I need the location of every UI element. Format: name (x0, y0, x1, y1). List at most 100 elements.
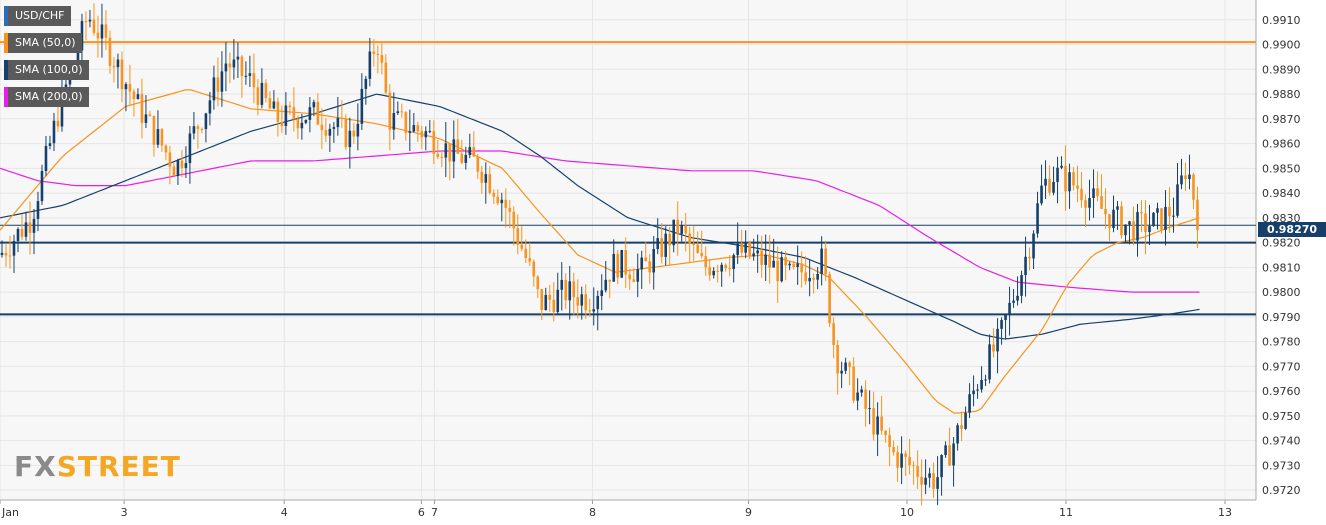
candle-body (232, 59, 236, 68)
candle-body (440, 156, 444, 158)
logo-fx: FX (14, 450, 57, 483)
candle-body (548, 294, 552, 300)
candle-body (980, 379, 983, 390)
candle-body (100, 24, 104, 39)
candle-body (1084, 200, 1087, 208)
candle-body (692, 243, 695, 245)
y-tick-label: 0.9770 (1262, 360, 1301, 373)
candle-body (496, 196, 500, 204)
candle-body (924, 477, 927, 485)
candle-body (1152, 212, 1155, 227)
candle-body (1068, 172, 1071, 192)
candle-body (1072, 172, 1075, 186)
candle-body (900, 453, 903, 468)
candle-body (1176, 184, 1179, 216)
candle-body (1196, 199, 1199, 230)
candle-body (316, 101, 320, 125)
y-tick-label: 0.9720 (1262, 484, 1301, 497)
candle-body (1100, 196, 1103, 209)
candle-body (788, 263, 791, 266)
candle-body (188, 133, 192, 164)
candle-body (556, 289, 560, 313)
fxstreet-logo: FXSTREET (14, 450, 181, 483)
candle-body (624, 250, 628, 275)
candle-body (432, 131, 436, 154)
candle-body (1092, 188, 1095, 199)
candle-body (740, 243, 743, 253)
candle-body (912, 465, 915, 467)
candle-body (872, 408, 875, 435)
candle-body (716, 270, 719, 272)
candle-body (476, 156, 480, 172)
candle-body (820, 248, 823, 274)
candle-body (1076, 185, 1079, 189)
candle-body (520, 244, 524, 249)
candle-body (796, 263, 799, 268)
candle-body (84, 21, 88, 23)
candle-body (212, 77, 216, 101)
candle-body (552, 299, 556, 313)
candle-body (688, 233, 692, 244)
candle-body (192, 126, 196, 134)
candle-body (616, 253, 620, 278)
candle-body (128, 84, 132, 92)
candle-body (1088, 198, 1091, 208)
y-tick-label: 0.9870 (1262, 113, 1301, 126)
candle-body (956, 425, 959, 444)
candle-body (392, 113, 396, 130)
candle-body (260, 82, 264, 105)
candle-body (744, 242, 747, 253)
candle-body (720, 264, 723, 272)
candle-body (48, 143, 52, 146)
candle-body (156, 129, 160, 145)
candle-body (356, 123, 360, 137)
last-price-badge: 0.98270 (1258, 222, 1326, 237)
candle-body (368, 51, 372, 79)
candle-body (776, 260, 779, 282)
candle-body (604, 279, 608, 291)
candle-body (252, 73, 256, 88)
candle-body (1120, 206, 1123, 236)
legend-label-usdchf: USD/CHF (15, 9, 65, 22)
candle-body (944, 445, 947, 456)
candle-body (656, 238, 660, 250)
candle-body (1040, 185, 1043, 204)
candle-body (676, 219, 680, 234)
candle-body (484, 174, 488, 183)
candle-body (108, 37, 112, 66)
candle-body (1160, 208, 1163, 230)
candle-body (508, 207, 512, 212)
candle-body (408, 131, 412, 133)
candle-body (748, 242, 751, 257)
candle-body (560, 279, 564, 290)
candle-body (784, 257, 787, 266)
candle-body (536, 276, 540, 290)
candle-body (844, 362, 847, 371)
candle-body (208, 100, 212, 114)
legend-swatch-sma200 (4, 87, 8, 107)
candle-body (332, 127, 336, 129)
candle-body (364, 78, 368, 89)
legend-swatch-usdchf (4, 6, 8, 26)
candle-body (1052, 181, 1055, 193)
y-tick-label: 0.9910 (1262, 14, 1301, 27)
candle-body (8, 255, 12, 257)
candle-body (640, 257, 644, 270)
candle-body (404, 112, 408, 133)
candle-body (732, 255, 735, 269)
candle-body (168, 152, 172, 167)
candle-body (652, 249, 656, 273)
candle-body (204, 113, 208, 130)
x-tick-label: 9 (745, 506, 752, 519)
candle-body (16, 228, 20, 242)
y-tick-label: 0.9880 (1262, 88, 1301, 101)
candle-body (1192, 174, 1195, 200)
candle-body (540, 289, 544, 311)
candle-body (244, 75, 248, 77)
candle-body (588, 310, 592, 312)
candle-body (724, 264, 727, 269)
candle-body (1104, 208, 1107, 215)
y-tick-label: 0.9790 (1262, 311, 1301, 324)
candle-body (808, 277, 811, 282)
